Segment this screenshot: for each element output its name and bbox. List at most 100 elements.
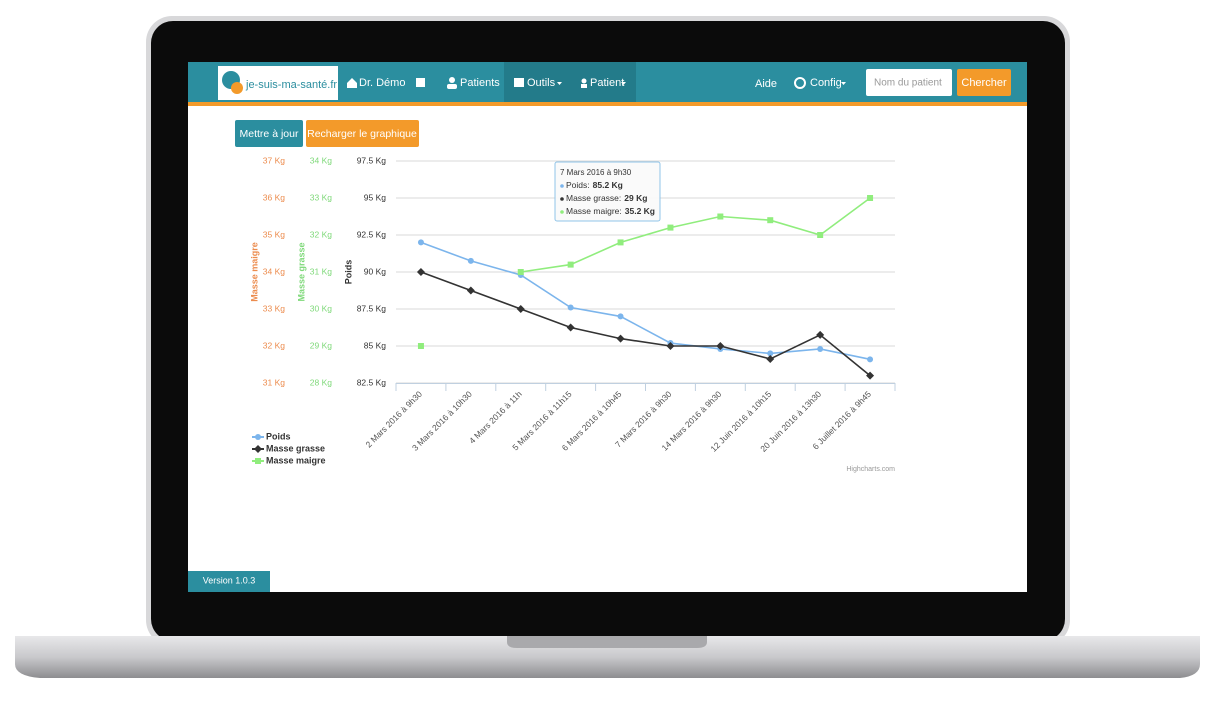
logo[interactable]: je-suis-ma-santé.fr [245, 79, 337, 91]
legend-label: Poids [266, 431, 291, 441]
y-tick-label: 95 Kg [364, 192, 386, 202]
nav-item[interactable]: Patient [590, 77, 624, 89]
axis-title: Masse grasse [296, 242, 306, 301]
point [567, 304, 574, 311]
tooltip-item: Poids: 85.2 Kg [566, 180, 623, 190]
tooltip-item: Masse maigre: 35.2 Kg [566, 206, 655, 216]
legend-marker [255, 458, 261, 464]
point [767, 217, 774, 224]
point [666, 342, 675, 350]
y-tick-label: 97.5 Kg [357, 155, 387, 165]
button-label: Mettre à jour [240, 128, 299, 140]
point [867, 356, 874, 363]
screen [188, 62, 1027, 592]
y-tick-label: 32 Kg [263, 340, 285, 350]
point [566, 323, 575, 332]
nav-item[interactable]: Patients [460, 77, 500, 89]
y-tick-label: 28 Kg [310, 377, 332, 387]
y-tick-label: 32 Kg [310, 229, 332, 239]
axis-title: Poids [343, 260, 353, 285]
point [667, 224, 674, 231]
caret [557, 82, 562, 85]
caret [841, 82, 846, 85]
y-tick-label: 30 Kg [310, 303, 332, 313]
point [417, 343, 424, 349]
series-line [420, 241, 871, 361]
tooltip-label: Masse grasse: [566, 193, 621, 203]
search-button[interactable] [957, 69, 1011, 96]
user-icon [581, 78, 587, 84]
notch [507, 636, 707, 648]
series-line [520, 197, 871, 273]
button-label: Recharger le graphique [307, 128, 417, 140]
y-tick-label: 90 Kg [364, 266, 386, 276]
tooltip-dot [560, 184, 564, 188]
point [817, 345, 824, 352]
point [717, 213, 724, 220]
y-tick-label: 82.5 Kg [357, 377, 387, 387]
legend-marker [254, 445, 262, 453]
y-tick-label: 34 Kg [263, 266, 285, 276]
patients-icon [449, 77, 455, 83]
user-icon [581, 84, 587, 88]
navbar-stripe [188, 102, 1027, 106]
tooltip-dot [560, 210, 564, 214]
list-icon [514, 78, 524, 87]
legend-label: Masse grasse [266, 443, 325, 453]
y-tick-label: 31 Kg [310, 266, 332, 276]
legend-marker [255, 434, 261, 440]
tooltip [554, 161, 661, 222]
version-box [188, 571, 270, 592]
y-tick-label: 33 Kg [263, 303, 285, 313]
point [766, 354, 775, 363]
point [816, 330, 825, 339]
nav-item[interactable]: Outils [527, 77, 556, 89]
point [767, 350, 774, 357]
y-tick-label: 31 Kg [263, 377, 285, 387]
reload-button[interactable] [306, 120, 419, 147]
credit: Highcharts.com [846, 466, 895, 473]
tooltip-label: Poids: [566, 180, 590, 190]
y-tick-label: 92.5 Kg [357, 229, 387, 239]
point [516, 305, 525, 313]
y-tick-label: 36 Kg [263, 192, 285, 202]
tooltip-value: 35.2 Kg [625, 206, 655, 216]
point [817, 232, 824, 238]
y-tick-label: 35 Kg [263, 229, 285, 239]
point [517, 269, 524, 275]
point [617, 313, 624, 320]
point [416, 268, 425, 276]
calendar-icon[interactable] [416, 78, 425, 87]
laptop-base [15, 636, 1200, 678]
legend-label: Masse maigre [266, 455, 326, 465]
nav-item[interactable]: Dr. Démo [359, 77, 405, 89]
version: Version 1.0.3 [203, 575, 256, 585]
y-tick-label: 33 Kg [310, 192, 332, 202]
point [567, 261, 574, 268]
logo-icon [231, 82, 243, 94]
gear-icon [794, 77, 806, 89]
home-icon [347, 78, 357, 88]
point [616, 334, 625, 343]
point [466, 286, 475, 295]
tooltip-item: Masse grasse: 29 Kg [566, 193, 647, 203]
patients-icon [447, 84, 457, 89]
tooltip-label: Masse maigre: [566, 206, 622, 216]
tooltip-title: 7 Mars 2016 à 9h30 [560, 168, 632, 177]
tooltip-value: 29 Kg [624, 193, 647, 203]
point [867, 195, 874, 201]
nav-item[interactable]: Config [810, 77, 842, 89]
point [417, 239, 424, 246]
caret [621, 82, 626, 85]
point [716, 342, 725, 350]
search-input[interactable] [866, 69, 952, 96]
search-button-label: Chercher [961, 77, 1007, 89]
series-line [420, 271, 871, 377]
nav-item[interactable]: Aide [755, 78, 777, 90]
y-tick-label: 37 Kg [263, 155, 285, 165]
update-button[interactable] [235, 120, 303, 147]
y-tick-label: 85 Kg [364, 340, 386, 350]
point [467, 257, 474, 264]
tooltip-value: 85.2 Kg [593, 180, 623, 190]
